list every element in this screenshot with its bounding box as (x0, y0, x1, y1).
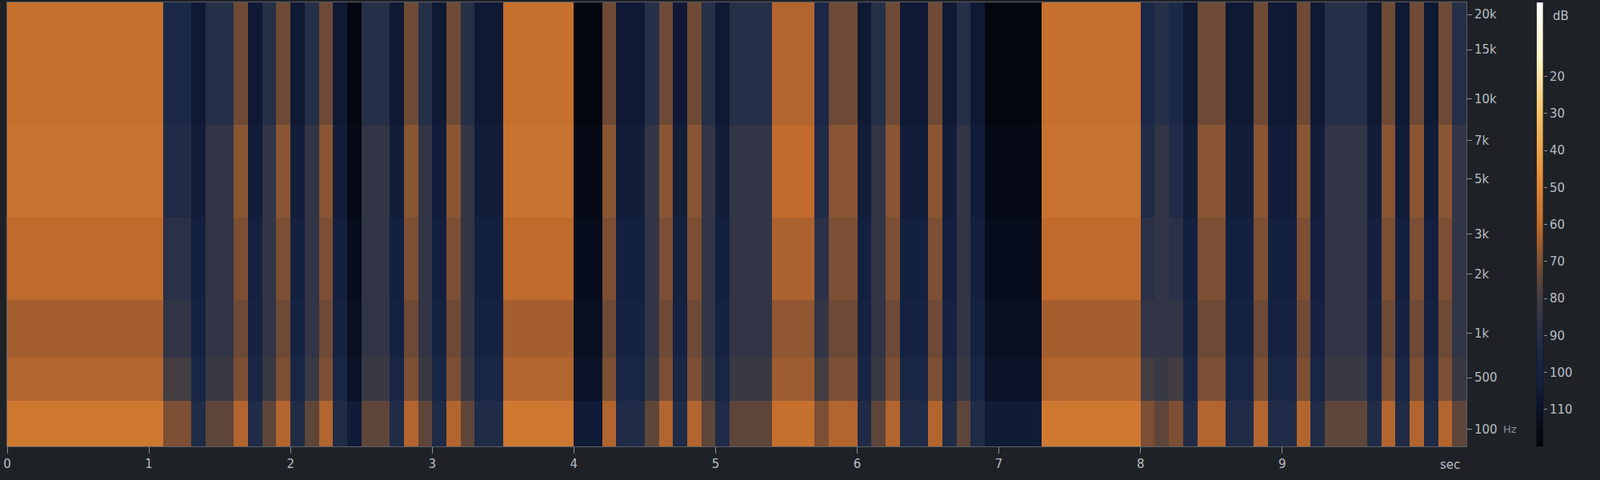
svg-text:20: 20 (1549, 69, 1565, 84)
svg-text:50: 50 (1549, 180, 1565, 196)
svg-text:70: 70 (1549, 254, 1565, 269)
svg-text:1: 1 (144, 456, 153, 472)
svg-text:500: 500 (1474, 370, 1498, 385)
svg-text:8: 8 (1136, 456, 1145, 472)
svg-text:9: 9 (1278, 456, 1287, 472)
svg-text:20k: 20k (1474, 7, 1497, 22)
svg-text:30: 30 (1549, 106, 1565, 121)
svg-text:Hz: Hz (1503, 423, 1517, 436)
svg-text:100: 100 (1474, 422, 1498, 437)
svg-text:5k: 5k (1474, 172, 1490, 187)
svg-text:2: 2 (286, 456, 295, 472)
svg-text:2k: 2k (1474, 267, 1490, 282)
svg-text:15k: 15k (1474, 42, 1497, 57)
svg-text:3k: 3k (1474, 227, 1490, 242)
svg-text:6: 6 (853, 456, 862, 472)
svg-text:3: 3 (428, 456, 436, 472)
svg-text:7k: 7k (1474, 133, 1490, 148)
svg-text:100: 100 (1549, 365, 1573, 380)
svg-text:4: 4 (570, 456, 579, 472)
svg-text:80: 80 (1549, 291, 1565, 306)
svg-text:90: 90 (1549, 328, 1565, 344)
svg-text:10k: 10k (1474, 92, 1497, 107)
svg-text:110: 110 (1549, 402, 1573, 417)
svg-text:dB: dB (1552, 8, 1569, 24)
svg-text:sec: sec (1440, 457, 1460, 472)
svg-text:0: 0 (3, 456, 12, 472)
svg-text:40: 40 (1549, 143, 1565, 158)
svg-text:60: 60 (1549, 217, 1565, 232)
svg-text:7: 7 (995, 456, 1004, 472)
svg-text:5: 5 (712, 456, 720, 472)
svg-text:1k: 1k (1474, 326, 1490, 341)
